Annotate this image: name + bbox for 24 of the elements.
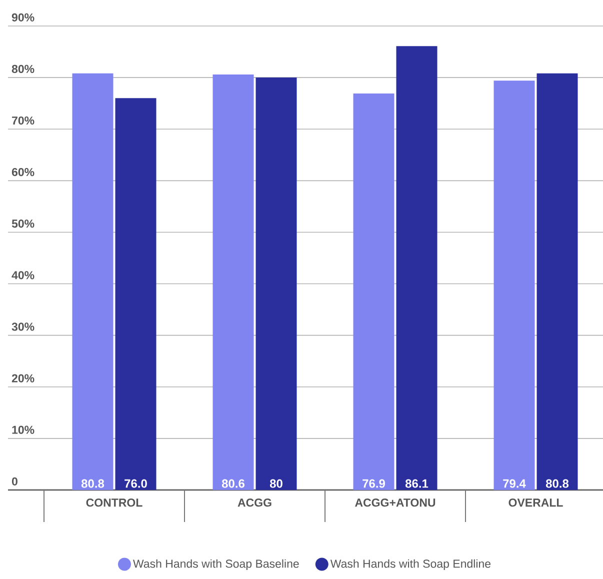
y-tick-label: 70% (12, 116, 34, 125)
y-tick-label: 20% (12, 374, 34, 382)
x-tick-label: ACGG+ATONU (355, 498, 436, 507)
data-label: 80.8 (546, 479, 569, 488)
y-tick-label: 90% (12, 13, 34, 22)
y-tick-label: 10% (12, 426, 34, 434)
y-tick-label: 40% (12, 271, 34, 280)
data-label: 76.0 (124, 479, 147, 488)
x-tick-label: OVERALL (508, 498, 563, 507)
y-tick-label: 80% (12, 64, 34, 74)
data-label: 76.9 (362, 479, 385, 488)
data-label: 80.6 (222, 479, 244, 488)
y-tick-label: 30% (12, 322, 34, 331)
y-tick-label: 0 (12, 477, 18, 486)
legend-label: Wash Hands with Soap Endline (330, 559, 490, 570)
x-tick-label: ACGG (238, 498, 272, 507)
data-label: 86.1 (405, 479, 428, 488)
data-label: 80 (270, 479, 282, 488)
y-tick-label: 60% (12, 168, 34, 176)
x-tick-label: CONTROL (86, 498, 142, 507)
data-label: 80.8 (81, 479, 104, 488)
y-tick-label: 50% (12, 220, 34, 228)
legend-label: Wash Hands with Soap Baseline (133, 559, 299, 570)
data-label: 79.4 (503, 479, 526, 488)
